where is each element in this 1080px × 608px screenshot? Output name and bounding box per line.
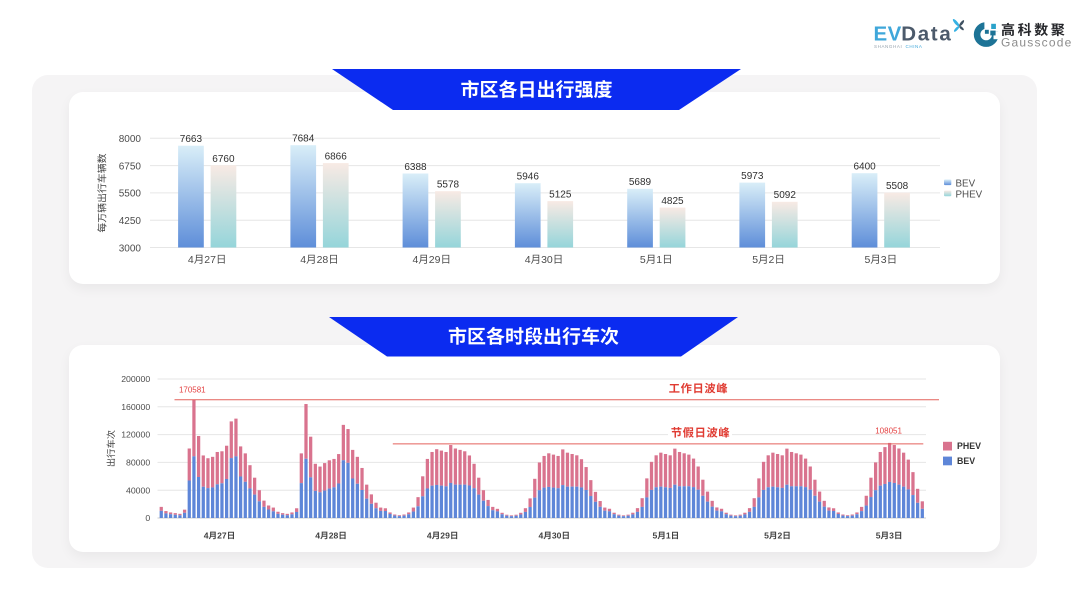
svg-text:5946: 5946 — [517, 172, 540, 183]
svg-text:120000: 120000 — [121, 430, 150, 440]
svg-text:4: 4 — [427, 531, 432, 541]
svg-text:4: 4 — [300, 254, 306, 266]
svg-text:28: 28 — [317, 254, 329, 266]
svg-text:4: 4 — [413, 254, 419, 266]
svg-text:5500: 5500 — [119, 189, 142, 200]
svg-text:6400: 6400 — [853, 162, 876, 173]
svg-text:5125: 5125 — [549, 190, 572, 201]
svg-text:6750: 6750 — [119, 161, 142, 172]
svg-text:4: 4 — [539, 531, 544, 541]
svg-text:Gausscode: Gausscode — [1001, 36, 1073, 50]
svg-text:5: 5 — [640, 254, 646, 266]
svg-text:6760: 6760 — [212, 154, 235, 165]
svg-text:1: 1 — [656, 254, 662, 266]
svg-text:3: 3 — [889, 531, 894, 541]
svg-text:5689: 5689 — [629, 177, 652, 188]
svg-text:4825: 4825 — [661, 196, 684, 207]
svg-text:Data: Data — [901, 22, 952, 45]
svg-text:4: 4 — [204, 531, 209, 541]
svg-text:PHEV: PHEV — [957, 441, 981, 451]
svg-text:5973: 5973 — [741, 171, 764, 182]
svg-text:28: 28 — [329, 531, 339, 541]
svg-text:6388: 6388 — [404, 162, 427, 173]
svg-text:4: 4 — [525, 254, 531, 266]
svg-text:CHINA: CHINA — [906, 44, 923, 49]
svg-text:6866: 6866 — [325, 152, 348, 163]
svg-text:29: 29 — [440, 531, 450, 541]
svg-text:0: 0 — [145, 513, 150, 523]
svg-text:SHANGHAI: SHANGHAI — [874, 44, 902, 49]
svg-text:5: 5 — [752, 254, 758, 266]
svg-text:108051: 108051 — [875, 426, 902, 435]
svg-text:5092: 5092 — [774, 190, 797, 201]
svg-text:27: 27 — [217, 531, 227, 541]
svg-text:7684: 7684 — [292, 134, 315, 145]
svg-text:4250: 4250 — [119, 216, 142, 227]
svg-text:3000: 3000 — [119, 243, 142, 254]
svg-text:170581: 170581 — [179, 385, 206, 394]
svg-text:5: 5 — [653, 531, 658, 541]
svg-text:3: 3 — [881, 254, 887, 266]
svg-text:BEV: BEV — [957, 456, 975, 466]
svg-text:1: 1 — [666, 531, 671, 541]
svg-text:160000: 160000 — [121, 402, 150, 412]
svg-text:7663: 7663 — [180, 134, 203, 145]
svg-text:5: 5 — [876, 531, 881, 541]
svg-text:8000: 8000 — [119, 134, 142, 145]
svg-text:BEV: BEV — [956, 178, 976, 189]
svg-text:PHEV: PHEV — [956, 189, 983, 200]
svg-text:5: 5 — [865, 254, 871, 266]
svg-text:200000: 200000 — [121, 374, 150, 384]
svg-text:5508: 5508 — [886, 181, 909, 192]
svg-text:4: 4 — [315, 531, 320, 541]
svg-text:40000: 40000 — [126, 485, 150, 495]
svg-text:30: 30 — [552, 531, 562, 541]
svg-text:30: 30 — [541, 254, 553, 266]
svg-text:80000: 80000 — [126, 458, 150, 468]
svg-text:2: 2 — [778, 531, 783, 541]
svg-text:2: 2 — [769, 254, 775, 266]
svg-text:4: 4 — [188, 254, 194, 266]
svg-text:5: 5 — [764, 531, 769, 541]
svg-text:29: 29 — [429, 254, 441, 266]
svg-text:EV: EV — [874, 22, 902, 45]
svg-text:27: 27 — [204, 254, 216, 266]
svg-text:5578: 5578 — [437, 180, 460, 191]
